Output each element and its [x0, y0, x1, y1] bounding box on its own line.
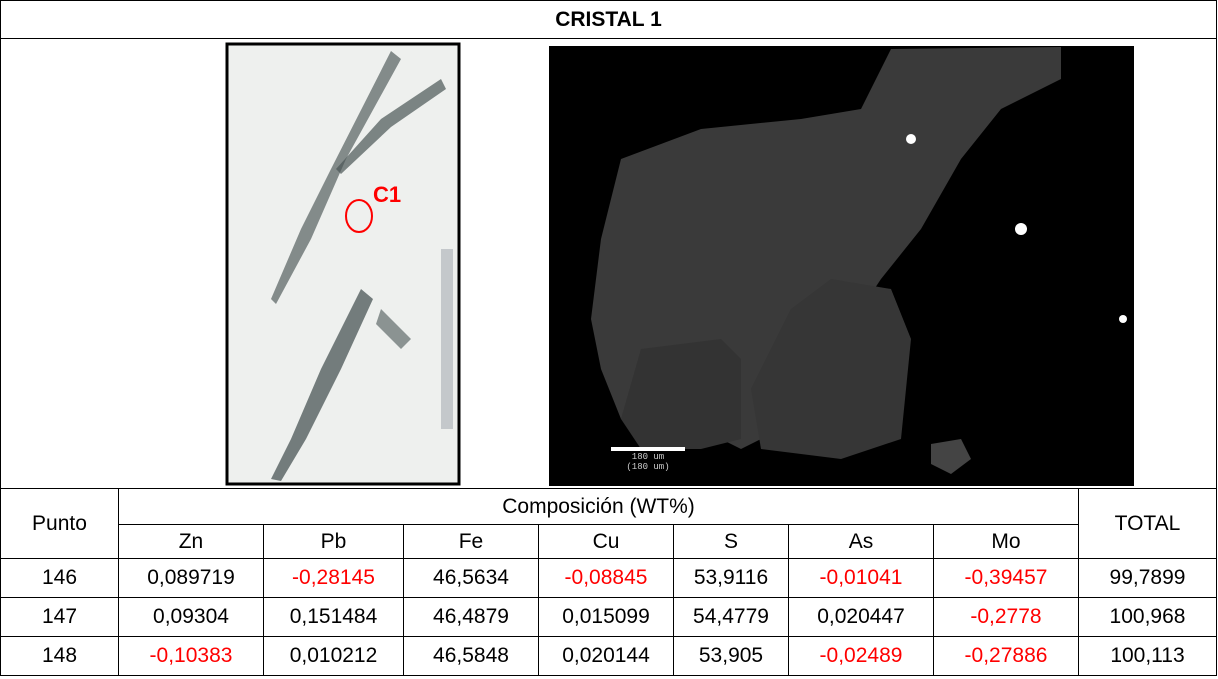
value-cell: -0,08845 [539, 559, 674, 598]
point-label: C1 [373, 182, 401, 207]
value-cell: 53,905 [674, 637, 789, 676]
column-header: As [789, 525, 934, 559]
value-cell: -0,28145 [264, 559, 404, 598]
value-cell: -0,02489 [789, 637, 934, 676]
point-id: 147 [1, 598, 119, 637]
value-cell: -0,01041 [789, 559, 934, 598]
value-cell: 0,015099 [539, 598, 674, 637]
results-table: CRISTAL 1 C1 180 um (180 um) Punto Compo… [0, 0, 1217, 676]
value-cell: 46,5848 [404, 637, 539, 676]
scale-bar-label: (180 um) [626, 462, 669, 472]
value-cell: 54,4779 [674, 598, 789, 637]
column-header: Mo [934, 525, 1079, 559]
value-cell: 0,089719 [119, 559, 264, 598]
value-cell: 0,020447 [789, 598, 934, 637]
value-cell: -0,2778 [934, 598, 1079, 637]
title: CRISTAL 1 [1, 1, 1217, 39]
column-header: Fe [404, 525, 539, 559]
scale-bar-label: 180 um [632, 452, 664, 462]
value-cell: 0,09304 [119, 598, 264, 637]
column-header: Pb [264, 525, 404, 559]
value-cell: -0,39457 [934, 559, 1079, 598]
total-cell: 100,113 [1079, 637, 1217, 676]
value-cell: 46,4879 [404, 598, 539, 637]
total-cell: 100,968 [1079, 598, 1217, 637]
value-cell: -0,27886 [934, 637, 1079, 676]
column-header: Punto [1, 489, 119, 559]
value-cell: 0,010212 [264, 637, 404, 676]
value-cell: 0,020144 [539, 637, 674, 676]
image-cell: C1 180 um (180 um) [1, 39, 1217, 489]
page: CRISTAL 1 C1 180 um (180 um) Punto Compo… [0, 0, 1218, 679]
value-cell: 53,9116 [674, 559, 789, 598]
column-header: Zn [119, 525, 264, 559]
column-header: Cu [539, 525, 674, 559]
photo: C1 [227, 44, 459, 484]
point-id: 148 [1, 637, 119, 676]
sem-image: 180 um (180 um) [549, 46, 1134, 486]
value-cell: -0,10383 [119, 637, 264, 676]
column-header: TOTAL [1079, 489, 1217, 559]
value-cell: 46,5634 [404, 559, 539, 598]
group-header: Composición (WT%) [119, 489, 1079, 525]
images: C1 180 um (180 um) [1, 39, 1218, 488]
point-id: 146 [1, 559, 119, 598]
column-header: S [674, 525, 789, 559]
value-cell: 0,151484 [264, 598, 404, 637]
total-cell: 99,7899 [1079, 559, 1217, 598]
